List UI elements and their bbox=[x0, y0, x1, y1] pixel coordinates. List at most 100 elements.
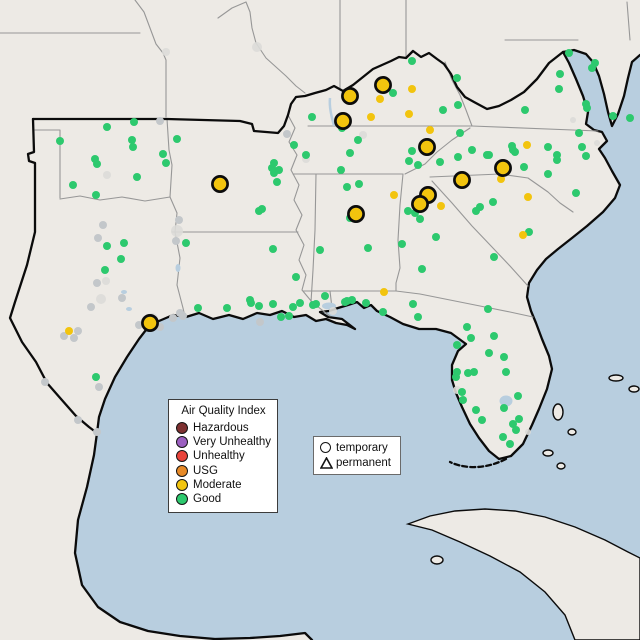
station-good bbox=[556, 70, 564, 78]
station-good bbox=[525, 228, 533, 236]
station-good bbox=[472, 207, 480, 215]
station-good bbox=[414, 161, 422, 169]
very-unhealthy-swatch-icon bbox=[176, 436, 188, 449]
station-good bbox=[436, 158, 444, 166]
station-good bbox=[511, 148, 519, 156]
station-no-data bbox=[135, 321, 143, 329]
station-good bbox=[285, 312, 293, 320]
station-good bbox=[321, 292, 329, 300]
station-good bbox=[521, 106, 529, 114]
station-moderate bbox=[405, 110, 413, 118]
station-no-data bbox=[93, 428, 101, 436]
station-good bbox=[458, 388, 466, 396]
aqi-legend-item: USG bbox=[176, 464, 277, 478]
station-good bbox=[398, 240, 406, 248]
station-no-data bbox=[74, 416, 82, 424]
station-moderate-temporary bbox=[494, 159, 512, 177]
temporary-circle-icon bbox=[320, 442, 331, 453]
station-no-data bbox=[169, 314, 177, 322]
islands bbox=[405, 374, 640, 640]
station-good bbox=[485, 349, 493, 357]
station-good bbox=[289, 303, 297, 311]
station-moderate-temporary bbox=[418, 138, 436, 156]
type-legend-item: permanent bbox=[320, 455, 400, 470]
station-good bbox=[173, 135, 181, 143]
station-good bbox=[575, 129, 583, 137]
station-good bbox=[544, 143, 552, 151]
station-no-data bbox=[74, 327, 82, 335]
station-moderate-temporary bbox=[211, 175, 229, 193]
aqi-legend-item: Unhealthy bbox=[176, 449, 277, 463]
station-good bbox=[483, 151, 491, 159]
station-moderate bbox=[376, 95, 384, 103]
station-no-data bbox=[94, 234, 102, 242]
hazardous-swatch-icon bbox=[176, 422, 188, 435]
station-good bbox=[456, 129, 464, 137]
florida-keys bbox=[448, 457, 508, 469]
station-good bbox=[302, 151, 310, 159]
station-good bbox=[588, 64, 596, 72]
station-good bbox=[609, 112, 617, 120]
station-good bbox=[355, 180, 363, 188]
stations-layer bbox=[41, 49, 634, 448]
station-moderate bbox=[390, 191, 398, 199]
aqi-legend: Air Quality Index Hazardous Very Unhealt… bbox=[168, 399, 278, 513]
permanent-triangle-icon bbox=[320, 456, 333, 469]
station-good bbox=[572, 189, 580, 197]
station-good bbox=[409, 300, 417, 308]
aqi-item-label: Unhealthy bbox=[193, 450, 245, 463]
type-item-label: permanent bbox=[336, 456, 391, 469]
station-good bbox=[56, 137, 64, 145]
station-no-data bbox=[99, 221, 107, 229]
station-no-data bbox=[156, 117, 164, 125]
station-moderate-temporary bbox=[374, 76, 392, 94]
station-moderate bbox=[497, 175, 505, 183]
station-moderate-temporary bbox=[411, 195, 429, 213]
state-borders bbox=[0, 0, 631, 318]
station-good bbox=[583, 104, 591, 112]
station-good bbox=[514, 392, 522, 400]
station-good bbox=[268, 164, 276, 172]
station-good bbox=[626, 114, 634, 122]
station-good bbox=[364, 244, 372, 252]
station-good bbox=[93, 160, 101, 168]
station-no-data bbox=[283, 130, 291, 138]
station-good bbox=[246, 296, 254, 304]
station-good bbox=[555, 85, 563, 93]
station-moderate bbox=[437, 202, 445, 210]
station-moderate bbox=[523, 141, 531, 149]
station-good bbox=[414, 313, 422, 321]
type-legend-item: temporary bbox=[320, 440, 400, 455]
station-good bbox=[470, 368, 478, 376]
station-good bbox=[92, 191, 100, 199]
station-good bbox=[362, 299, 370, 307]
aqi-item-label: Very Unhealthy bbox=[193, 436, 271, 449]
station-good bbox=[273, 178, 281, 186]
station-moderate bbox=[524, 193, 532, 201]
station-good bbox=[439, 106, 447, 114]
station-good bbox=[489, 198, 497, 206]
station-no-data bbox=[95, 383, 103, 391]
station-no-data bbox=[175, 216, 183, 224]
station-good bbox=[452, 373, 460, 381]
station-good bbox=[258, 205, 266, 213]
station-good bbox=[292, 273, 300, 281]
station-no-data bbox=[60, 332, 68, 340]
station-good bbox=[418, 265, 426, 273]
station-good bbox=[223, 304, 231, 312]
isle-of-youth bbox=[430, 555, 444, 565]
station-good bbox=[459, 396, 467, 404]
aqi-item-label: Good bbox=[193, 493, 222, 506]
station-good bbox=[316, 246, 324, 254]
station-good bbox=[432, 233, 440, 241]
station-good bbox=[308, 113, 316, 121]
station-good bbox=[194, 304, 202, 312]
station-good bbox=[500, 353, 508, 361]
station-moderate bbox=[426, 126, 434, 134]
station-good bbox=[269, 245, 277, 253]
station-good bbox=[416, 215, 424, 223]
station-moderate-temporary bbox=[453, 171, 471, 189]
station-good bbox=[117, 255, 125, 263]
station-good bbox=[582, 152, 590, 160]
